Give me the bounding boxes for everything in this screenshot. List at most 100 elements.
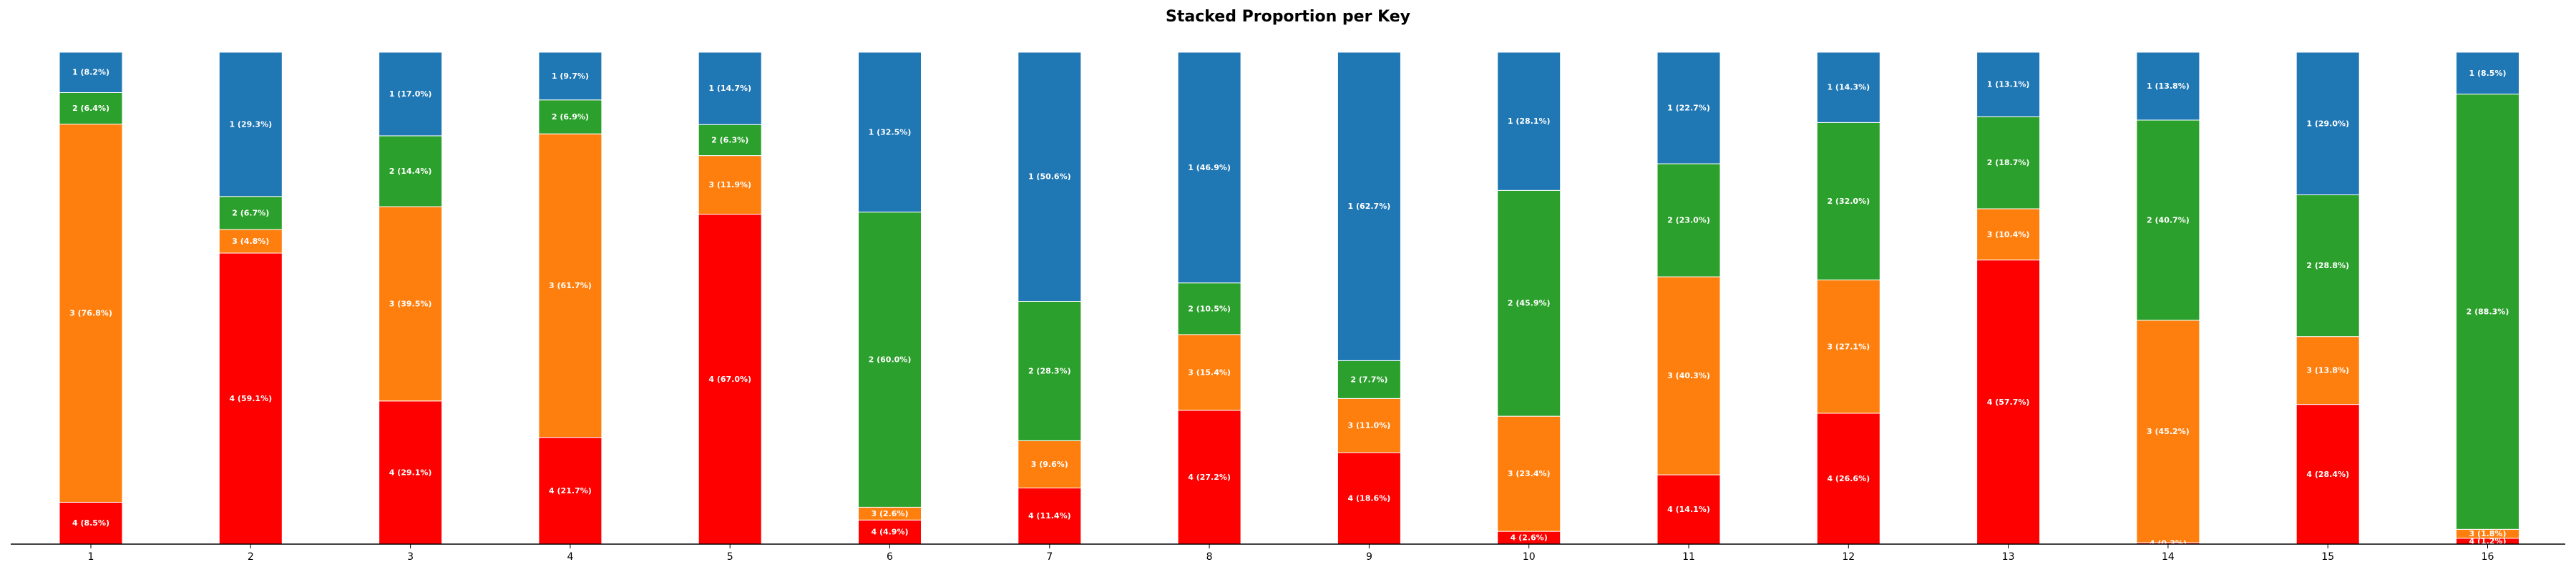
segment-label-key3-series2: 2 (14.4%): [389, 167, 432, 176]
x-tick-label-13: 13: [2002, 551, 2015, 563]
x-tick-label-4: 4: [567, 551, 573, 563]
segment-label-key14-series2: 2 (40.7%): [2147, 215, 2190, 225]
segment-label-key3-series1: 1 (17.0%): [389, 89, 432, 99]
segment-label-key2-series1: 1 (29.3%): [229, 119, 272, 129]
segment-label-key6-series2: 2 (60.0%): [869, 355, 912, 365]
bar-segment-key8-series3: [1177, 334, 1241, 411]
segment-label-key5-series3: 3 (11.9%): [708, 180, 751, 189]
x-tick-label-7: 7: [1046, 551, 1053, 563]
segment-label-key12-series3: 3 (27.1%): [1827, 342, 1870, 351]
bar-segment-key4-series4: [538, 437, 602, 545]
segment-label-key4-series1: 1 (9.7%): [552, 72, 589, 81]
bar-segment-key5-series2: [698, 124, 762, 157]
bar-segment-key13-series1: [1976, 51, 2041, 117]
segment-label-key8-series1: 1 (46.9%): [1188, 163, 1231, 172]
segment-label-key12-series4: 4 (26.6%): [1827, 474, 1870, 483]
bar-segment-key7-series2: [1018, 300, 1082, 441]
segment-label-key16-series2: 2 (88.3%): [2467, 307, 2509, 316]
segment-label-key5-series1: 1 (14.7%): [708, 84, 751, 93]
bar-segment-key15-series3: [2296, 336, 2360, 405]
x-tick-label-12: 12: [1842, 551, 1855, 563]
bar-segment-key12-series2: [1816, 122, 1880, 281]
bar-segment-key9-series2: [1337, 360, 1401, 399]
bar-segment-key8-series1: [1177, 51, 1241, 284]
x-tick-label-1: 1: [88, 551, 94, 563]
bar-segment-key12-series1: [1816, 51, 1880, 123]
x-tick-label-8: 8: [1206, 551, 1213, 563]
segment-label-key15-series4: 4 (28.4%): [2306, 470, 2349, 479]
x-tick-label-2: 2: [248, 551, 254, 563]
x-tick-label-15: 15: [2321, 551, 2334, 563]
segment-label-key11-series4: 4 (14.1%): [1667, 505, 1710, 514]
segment-label-key7-series1: 1 (50.6%): [1028, 172, 1071, 182]
bar-segment-key13-series4: [1976, 260, 2041, 545]
bar-segment-key16-series2: [2456, 94, 2519, 530]
segment-label-key16-series1: 1 (8.5%): [2469, 69, 2506, 78]
bar-segment-key14-series1: [2136, 51, 2200, 121]
segment-label-key8-series2: 2 (10.5%): [1188, 304, 1231, 313]
bar-segment-key8-series4: [1177, 410, 1241, 545]
bar-segment-key4-series2: [538, 99, 602, 134]
bar-segment-key1-series1: [59, 51, 123, 93]
chart-title: Stacked Proportion per Key: [1166, 8, 1410, 26]
bar-segment-key10-series2: [1497, 189, 1561, 417]
segment-label-key15-series3: 3 (13.8%): [2306, 366, 2349, 375]
segment-label-key2-series3: 3 (4.8%): [232, 237, 269, 246]
segment-label-key1-series1: 1 (8.2%): [72, 68, 109, 77]
segment-label-key9-series4: 4 (18.6%): [1348, 494, 1391, 503]
segment-label-key12-series1: 1 (14.3%): [1827, 83, 1870, 92]
x-tick-label-16: 16: [2482, 551, 2494, 563]
segment-label-key13-series4: 4 (57.7%): [1987, 398, 2030, 407]
bar-segment-key11-series2: [1657, 163, 1721, 277]
segment-label-key15-series2: 2 (28.8%): [2306, 261, 2349, 270]
segment-label-key9-series1: 1 (62.7%): [1348, 202, 1391, 211]
bar-segment-key9-series1: [1337, 51, 1401, 361]
x-tick-label-3: 3: [407, 551, 414, 563]
segment-label-key16-series3: 3 (1.8%): [2469, 529, 2506, 538]
bar-segment-key4-series1: [538, 51, 602, 101]
segment-label-key8-series4: 4 (27.2%): [1188, 473, 1231, 482]
x-tick-label-6: 6: [887, 551, 893, 563]
bars-group: [59, 51, 2519, 545]
bar-segment-key2-series3: [218, 229, 283, 254]
segment-label-key9-series2: 2 (7.7%): [1350, 375, 1387, 384]
bar-segment-key5-series1: [698, 51, 762, 125]
segment-label-key11-series1: 1 (22.7%): [1667, 104, 1710, 113]
segment-label-key10-series4: 4 (2.6%): [1511, 533, 1548, 543]
bar-segment-key14-series2: [2136, 119, 2200, 321]
bar-segment-key9-series4: [1337, 452, 1401, 545]
bar-segment-key15-series4: [2296, 404, 2360, 545]
segment-label-key12-series2: 2 (32.0%): [1827, 197, 1870, 206]
x-tick-label-5: 5: [727, 551, 733, 563]
bar-segment-key3-series2: [379, 135, 443, 207]
bar-segment-key5-series4: [698, 214, 762, 545]
bar-segment-key2-series2: [218, 196, 283, 230]
bar-segment-key7-series3: [1018, 440, 1082, 488]
segment-label-key1-series3: 3 (76.8%): [69, 309, 112, 318]
segment-label-key3-series3: 3 (39.5%): [389, 299, 432, 308]
segment-label-key3-series4: 4 (29.1%): [389, 468, 432, 477]
segment-label-key11-series3: 3 (40.3%): [1667, 371, 1710, 380]
segment-label-key11-series2: 2 (23.0%): [1667, 216, 1710, 225]
bar-segment-key5-series3: [698, 155, 762, 215]
segment-label-key4-series4: 4 (21.7%): [549, 486, 592, 495]
x-tick-label-14: 14: [2162, 551, 2175, 563]
bar-segment-key16-series1: [2456, 51, 2519, 95]
x-tick-label-11: 11: [1682, 551, 1695, 563]
segment-label-key14-series3: 3 (45.2%): [2147, 427, 2190, 436]
bar-segment-key2-series4: [218, 252, 283, 545]
segment-label-key8-series3: 3 (15.4%): [1188, 368, 1231, 377]
bar-segment-key14-series3: [2136, 320, 2200, 543]
segment-label-key13-series3: 3 (10.4%): [1987, 230, 2030, 239]
segment-label-key4-series2: 2 (6.9%): [552, 112, 589, 122]
bar-segment-key7-series4: [1018, 487, 1082, 545]
segment-label-key7-series3: 3 (9.6%): [1031, 460, 1068, 469]
bar-segment-key11-series3: [1657, 276, 1721, 475]
segment-label-key6-series3: 3 (2.6%): [871, 509, 908, 518]
bar-segment-key6-series4: [858, 519, 922, 545]
bar-segment-key12-series3: [1816, 280, 1880, 414]
bar-segment-key2-series1: [218, 51, 283, 197]
bar-segment-key10-series1: [1497, 51, 1561, 191]
bar-segment-key6-series1: [858, 51, 922, 213]
